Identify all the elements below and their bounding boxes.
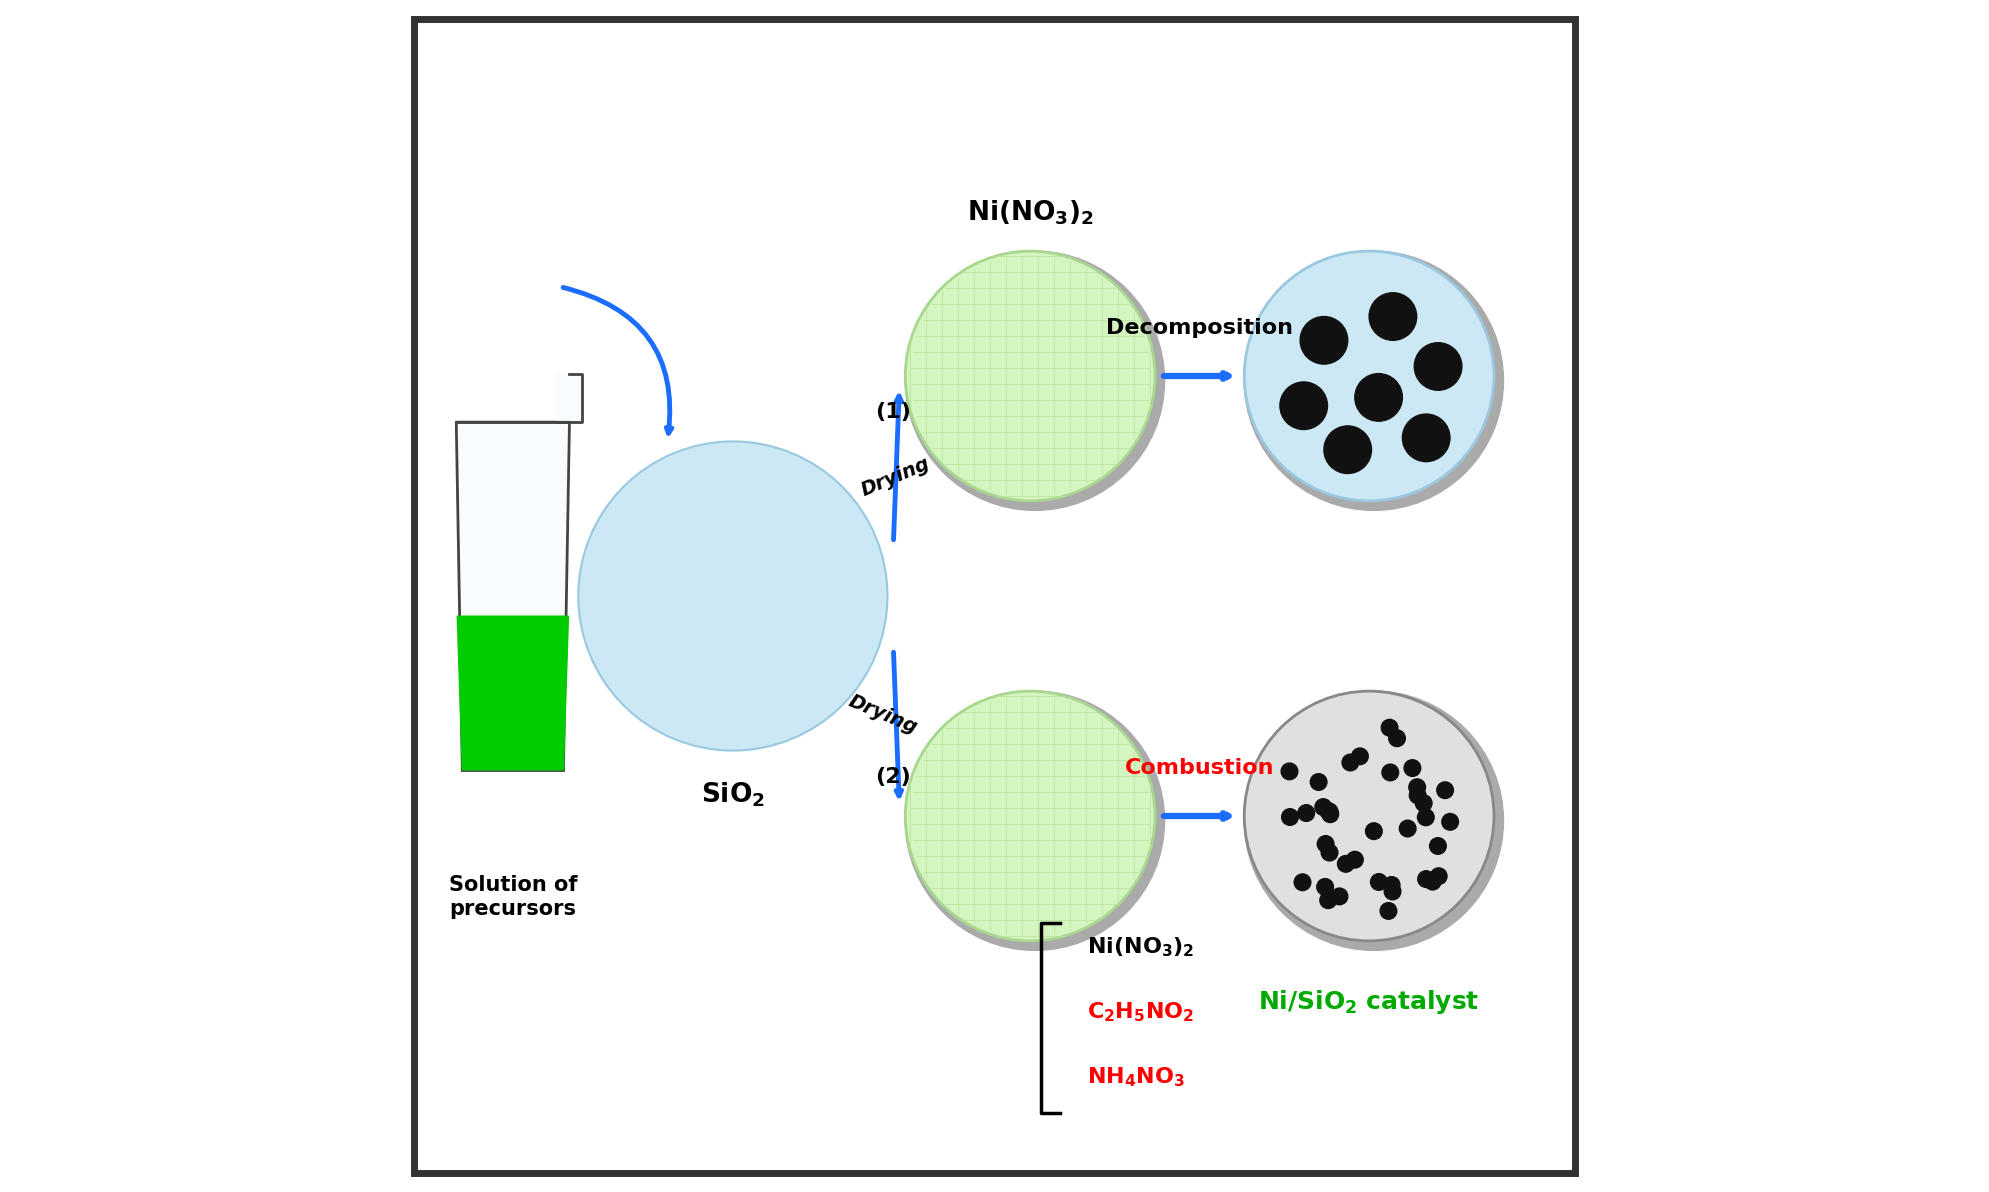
- Circle shape: [1380, 720, 1398, 735]
- Circle shape: [1281, 808, 1299, 825]
- Circle shape: [1347, 851, 1362, 868]
- Circle shape: [1317, 879, 1333, 895]
- Circle shape: [1321, 892, 1337, 908]
- Circle shape: [1384, 883, 1400, 900]
- Circle shape: [1370, 874, 1386, 890]
- Text: Drying: Drying: [845, 691, 921, 738]
- Circle shape: [1416, 795, 1432, 812]
- Circle shape: [905, 691, 1164, 950]
- Circle shape: [1353, 749, 1368, 764]
- Circle shape: [1281, 763, 1297, 780]
- Circle shape: [1321, 844, 1339, 861]
- Circle shape: [1418, 809, 1434, 826]
- Text: $\mathbf{Ni(NO_3)_2}$: $\mathbf{Ni(NO_3)_2}$: [1088, 935, 1195, 958]
- Circle shape: [1418, 870, 1434, 887]
- Circle shape: [1424, 874, 1440, 890]
- Circle shape: [905, 252, 1164, 510]
- Circle shape: [1404, 759, 1420, 776]
- Text: (1): (1): [875, 402, 911, 422]
- Circle shape: [1295, 874, 1311, 890]
- Circle shape: [1388, 730, 1406, 746]
- Circle shape: [1323, 806, 1339, 822]
- Circle shape: [1331, 888, 1349, 905]
- Polygon shape: [455, 422, 569, 770]
- Circle shape: [1442, 813, 1458, 830]
- Circle shape: [1245, 691, 1504, 950]
- Circle shape: [1368, 293, 1416, 341]
- Polygon shape: [457, 616, 569, 770]
- Circle shape: [1315, 799, 1331, 815]
- Circle shape: [1355, 373, 1402, 421]
- Circle shape: [1245, 252, 1504, 510]
- Circle shape: [1337, 856, 1355, 873]
- Circle shape: [1317, 836, 1335, 852]
- Circle shape: [1408, 778, 1426, 795]
- Circle shape: [1366, 822, 1382, 839]
- Circle shape: [905, 691, 1156, 940]
- Circle shape: [1279, 381, 1327, 429]
- Text: Decomposition: Decomposition: [1106, 318, 1293, 339]
- Text: $\mathbf{NH_4NO_3}$: $\mathbf{NH_4NO_3}$: [1088, 1066, 1185, 1089]
- Circle shape: [579, 441, 887, 751]
- Circle shape: [1414, 342, 1462, 390]
- Circle shape: [1299, 805, 1315, 821]
- Circle shape: [1301, 317, 1349, 364]
- Text: Drying: Drying: [857, 454, 933, 501]
- Circle shape: [1436, 782, 1454, 799]
- Circle shape: [1245, 691, 1494, 940]
- Circle shape: [1400, 820, 1416, 837]
- Circle shape: [1321, 803, 1339, 820]
- Circle shape: [905, 252, 1156, 501]
- Circle shape: [1430, 838, 1446, 855]
- Circle shape: [1430, 868, 1448, 884]
- Text: $\mathbf{SiO_2}$: $\mathbf{SiO_2}$: [700, 781, 766, 809]
- Circle shape: [1311, 774, 1327, 790]
- Text: $\mathbf{Ni(NO_3)_2}$: $\mathbf{Ni(NO_3)_2}$: [967, 199, 1094, 228]
- Polygon shape: [557, 373, 581, 422]
- Circle shape: [1402, 414, 1450, 461]
- Circle shape: [1380, 902, 1396, 919]
- Circle shape: [1410, 787, 1426, 803]
- Text: Solution of
precursors: Solution of precursors: [450, 875, 577, 919]
- Circle shape: [1343, 755, 1358, 771]
- Circle shape: [1321, 802, 1337, 819]
- Circle shape: [1325, 426, 1372, 473]
- Text: (2): (2): [875, 766, 911, 787]
- Circle shape: [1382, 876, 1400, 893]
- Circle shape: [1382, 764, 1398, 781]
- Text: $\mathbf{C_2H_5NO_2}$: $\mathbf{C_2H_5NO_2}$: [1088, 1000, 1195, 1024]
- Text: $\mathbf{Ni/SiO_2\ catalyst}$: $\mathbf{Ni/SiO_2\ catalyst}$: [1259, 988, 1480, 1017]
- Circle shape: [1245, 252, 1494, 501]
- Text: Combustion: Combustion: [1126, 758, 1275, 778]
